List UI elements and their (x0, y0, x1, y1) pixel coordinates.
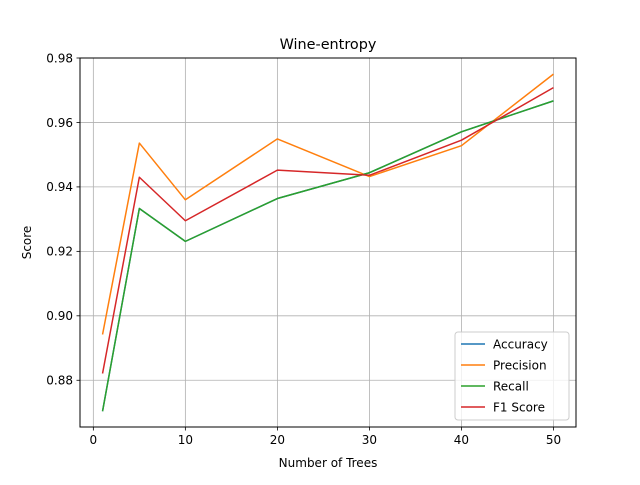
legend-label-recall: Recall (493, 379, 529, 393)
legend: Accuracy Precision Recall F1 Score (454, 331, 570, 421)
x-tick-label: 30 (362, 433, 377, 447)
x-tick-label: 40 (454, 433, 469, 447)
legend-label-accuracy: Accuracy (493, 337, 548, 351)
series-lines (101, 73, 554, 412)
legend-box (454, 331, 570, 421)
x-tick-label: 0 (90, 433, 98, 447)
x-axis-label: Number of Trees (279, 456, 378, 470)
y-tick-label: 0.88 (46, 374, 73, 388)
y-tick-label: 0.96 (46, 116, 73, 130)
series-line-precision (101, 73, 554, 335)
y-tick-label: 0.92 (46, 245, 73, 259)
x-tick-label: 10 (178, 433, 193, 447)
series-line-f1-score (101, 86, 554, 374)
legend-label-precision: Precision (493, 358, 547, 372)
y-tick-label: 0.98 (46, 51, 73, 65)
y-axis-label: Score (20, 226, 34, 260)
y-tick-label: 0.94 (46, 180, 73, 194)
legend-label-f1-score: F1 Score (493, 400, 545, 414)
series-line-recall (101, 100, 554, 412)
y-tick-label: 0.90 (46, 309, 73, 323)
axis-ticks: 0 10 20 30 40 50 0.88 0.90 0.92 0.94 0.96 0.98 (46, 51, 561, 447)
x-tick-label: 50 (546, 433, 561, 447)
x-tick-label: 20 (270, 433, 285, 447)
chart-title: Wine-entropy (280, 37, 377, 53)
plot-frame (79, 57, 577, 428)
